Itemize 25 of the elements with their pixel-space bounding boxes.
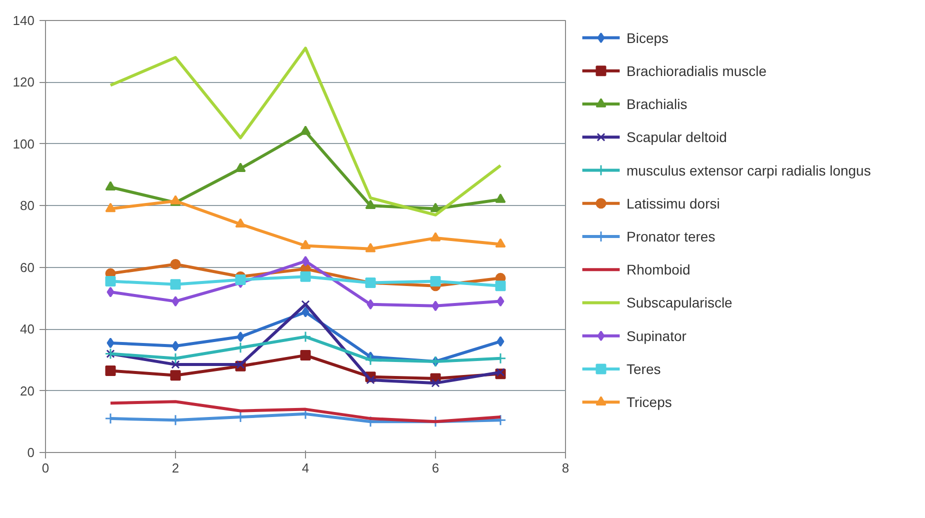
legend-label: musculus extensor carpi radialis longus: [626, 162, 871, 178]
legend-label: Triceps: [626, 394, 672, 410]
y-tick-label: 140: [12, 13, 35, 28]
y-tick-label: 100: [12, 136, 35, 152]
y-tick-label: 40: [20, 322, 35, 337]
x-tick-label: 0: [42, 460, 50, 476]
legend-label: Subscapulariscle: [626, 294, 733, 311]
legend-label: Supinator: [626, 328, 687, 344]
legend-label: Rhomboid: [626, 262, 690, 278]
legend-label: Brachioradialis muscle: [626, 62, 767, 79]
legend-label: Pronator teres: [626, 228, 716, 244]
legend-label: Teres: [626, 360, 661, 377]
x-tick-label: 8: [562, 460, 570, 476]
x-tick-label: 4: [302, 460, 310, 476]
legend-label: Brachialis: [626, 96, 688, 112]
y-tick-label: 60: [20, 260, 35, 275]
legend-label: Latissimu dorsi: [626, 195, 720, 212]
y-tick-label: 120: [12, 74, 35, 90]
legend-label: Scapular deltoid: [626, 129, 727, 146]
x-tick-label: 2: [172, 460, 180, 476]
y-tick-label: 0: [27, 445, 35, 460]
x-tick-label: 6: [432, 460, 440, 476]
legend-label: Biceps: [626, 30, 669, 46]
y-tick-label: 80: [20, 198, 35, 214]
y-tick-label: 20: [20, 383, 35, 398]
